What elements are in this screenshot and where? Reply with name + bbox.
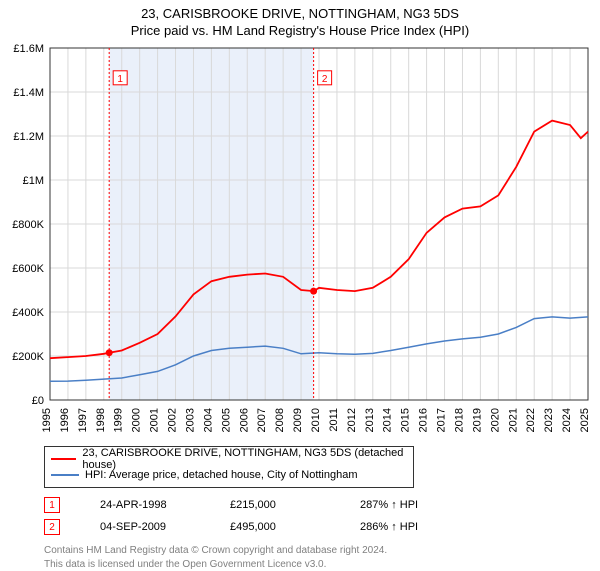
svg-text:2009: 2009 (292, 408, 304, 432)
svg-text:£1M: £1M (23, 175, 44, 187)
svg-text:£1.6M: £1.6M (13, 43, 44, 55)
svg-text:£400K: £400K (12, 307, 44, 319)
svg-text:£0: £0 (32, 395, 44, 407)
svg-text:2015: 2015 (400, 408, 412, 432)
legend-row: 23, CARISBROOKE DRIVE, NOTTINGHAM, NG3 5… (51, 451, 407, 467)
svg-text:1996: 1996 (59, 408, 71, 432)
svg-text:£1.4M: £1.4M (13, 87, 44, 99)
svg-text:2023: 2023 (543, 408, 555, 432)
svg-text:2021: 2021 (507, 408, 519, 432)
title-line2: Price paid vs. HM Land Registry's House … (0, 23, 600, 38)
marker-change: 287% ↑ HPI (360, 499, 450, 511)
svg-text:£800K: £800K (12, 219, 44, 231)
svg-text:2013: 2013 (364, 408, 376, 432)
chart-svg: £0 £200K £400K £600K £800K £1M £1.2M £1.4M £1.6M… (0, 40, 600, 440)
marker-row: 2 04-SEP-2009 £495,000 286% ↑ HPI (44, 516, 600, 538)
svg-text:1998: 1998 (95, 408, 107, 432)
svg-text:2011: 2011 (328, 408, 340, 432)
svg-text:1995: 1995 (41, 408, 53, 432)
svg-text:2003: 2003 (184, 408, 196, 432)
marker-date: 24-APR-1998 (100, 499, 190, 511)
svg-text:2008: 2008 (274, 408, 286, 432)
title-line1: 23, CARISBROOKE DRIVE, NOTTINGHAM, NG3 5… (0, 6, 600, 21)
chart-titles: 23, CARISBROOKE DRIVE, NOTTINGHAM, NG3 5… (0, 0, 600, 40)
svg-text:2010: 2010 (310, 408, 322, 432)
marker-price: £215,000 (230, 499, 320, 511)
svg-text:2001: 2001 (149, 408, 161, 432)
marker-date: 04-SEP-2009 (100, 521, 190, 533)
svg-text:£200K: £200K (12, 351, 44, 363)
legend-label: HPI: Average price, detached house, City… (85, 469, 358, 481)
svg-text:2018: 2018 (453, 408, 465, 432)
svg-text:2017: 2017 (436, 408, 448, 432)
marker-badge: 2 (44, 519, 60, 535)
svg-text:2005: 2005 (220, 408, 232, 432)
legend: 23, CARISBROOKE DRIVE, NOTTINGHAM, NG3 5… (44, 446, 414, 488)
svg-text:2020: 2020 (489, 408, 501, 432)
legend-label: 23, CARISBROOKE DRIVE, NOTTINGHAM, NG3 5… (82, 447, 407, 471)
svg-text:2002: 2002 (167, 408, 179, 432)
svg-text:1: 1 (117, 74, 123, 85)
svg-text:2000: 2000 (131, 408, 143, 432)
marker-badge: 1 (44, 497, 60, 513)
svg-text:2012: 2012 (346, 408, 358, 432)
marker-row: 1 24-APR-1998 £215,000 287% ↑ HPI (44, 494, 600, 516)
footnote: Contains HM Land Registry data © Crown c… (44, 544, 600, 571)
footnote-line: Contains HM Land Registry data © Crown c… (44, 544, 600, 558)
marker-price: £495,000 (230, 521, 320, 533)
svg-text:2007: 2007 (256, 408, 268, 432)
price-chart: £0 £200K £400K £600K £800K £1M £1.2M £1.4M £1.6M… (0, 40, 600, 440)
svg-text:2019: 2019 (471, 408, 483, 432)
svg-text:2: 2 (322, 74, 328, 85)
svg-text:2004: 2004 (202, 408, 214, 432)
svg-text:2016: 2016 (418, 408, 430, 432)
svg-text:1997: 1997 (77, 408, 89, 432)
svg-text:2024: 2024 (561, 408, 573, 432)
legend-swatch (51, 458, 76, 460)
svg-text:1999: 1999 (113, 408, 125, 432)
marker-table: 1 24-APR-1998 £215,000 287% ↑ HPI 2 04-S… (44, 494, 600, 538)
svg-text:2014: 2014 (382, 408, 394, 432)
marker-change: 286% ↑ HPI (360, 521, 450, 533)
svg-text:2025: 2025 (579, 408, 591, 432)
svg-text:2006: 2006 (238, 408, 250, 432)
svg-text:£1.2M: £1.2M (13, 131, 44, 143)
legend-row: HPI: Average price, detached house, City… (51, 467, 407, 483)
svg-text:£600K: £600K (12, 263, 44, 275)
svg-text:2022: 2022 (525, 408, 537, 432)
legend-swatch (51, 474, 79, 476)
